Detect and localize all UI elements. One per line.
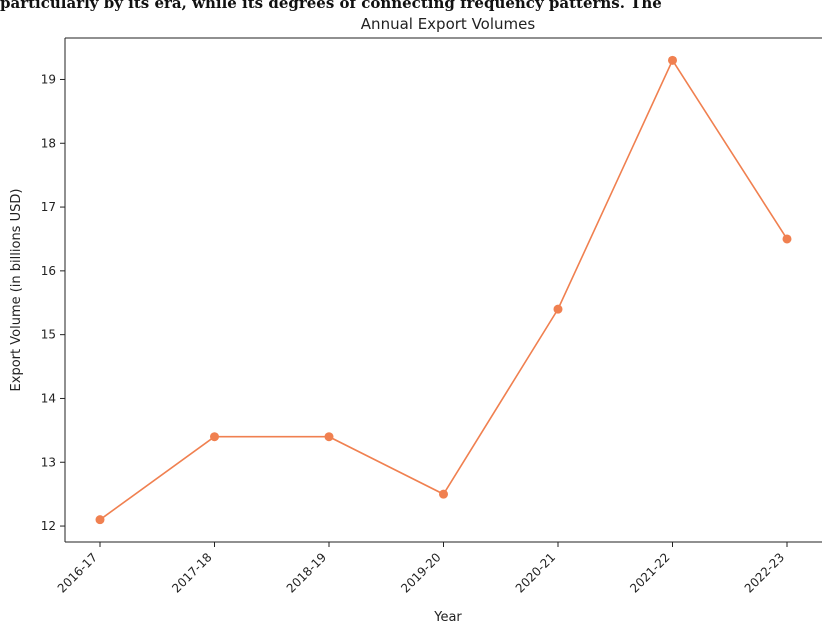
x-tick-label: 2017-18 bbox=[169, 550, 214, 595]
data-point bbox=[210, 432, 219, 442]
y-tick-label: 18 bbox=[41, 136, 56, 150]
data-point bbox=[324, 432, 334, 442]
data-point bbox=[553, 304, 563, 314]
data-point bbox=[95, 515, 105, 525]
data-point bbox=[782, 234, 792, 244]
y-tick-label: 19 bbox=[41, 72, 56, 86]
y-tick-label: 12 bbox=[41, 519, 56, 533]
data-point bbox=[668, 55, 677, 65]
chart-title: Annual Export Volumes bbox=[361, 15, 536, 33]
series-line bbox=[99, 58, 788, 521]
x-tick-label: 2016-17 bbox=[55, 550, 100, 595]
x-tick-label: 2021-22 bbox=[627, 550, 672, 595]
y-tick-label: 16 bbox=[41, 264, 56, 278]
y-axis-label: Export Volume (in billions USD) bbox=[9, 189, 24, 392]
y-tick-label: 15 bbox=[41, 328, 56, 342]
x-tick-label: 2020-21 bbox=[513, 550, 558, 595]
y-tick-label: 13 bbox=[41, 455, 56, 469]
y-tick-label: 17 bbox=[41, 200, 56, 214]
y-tick-label: 14 bbox=[41, 391, 56, 405]
series-layer bbox=[95, 55, 792, 525]
x-tick-label: 2022-23 bbox=[742, 550, 787, 595]
axes: 12 13 14 15 16 17 18 19 2016-17 2017-18 2018-19 201… bbox=[41, 37, 822, 596]
cropped-caption-text: particularly by its era, while its degre… bbox=[0, 0, 662, 12]
x-axis-label: Year bbox=[433, 610, 462, 624]
data-point bbox=[439, 489, 448, 499]
x-tick-label: 2019-20 bbox=[398, 550, 443, 595]
x-tick-label: 2018-19 bbox=[284, 550, 329, 595]
